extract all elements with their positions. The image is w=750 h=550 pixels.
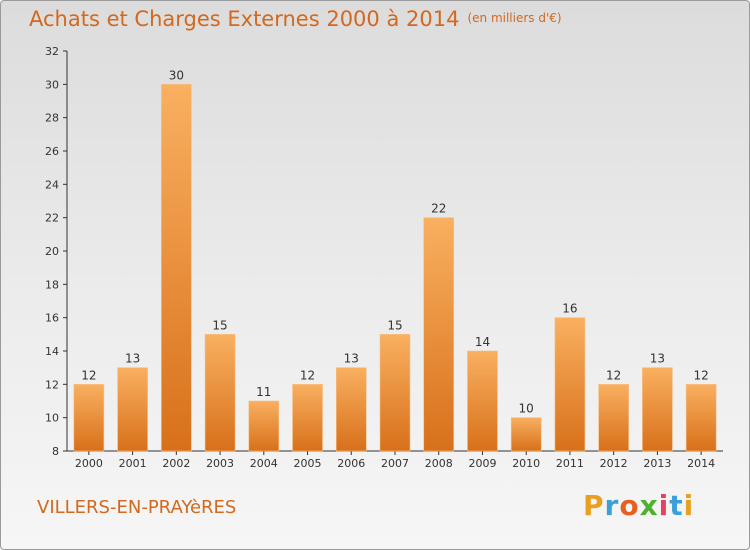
logo-letter: o: [619, 489, 640, 522]
data-label: 30: [169, 68, 184, 82]
logo-letter: i: [658, 489, 670, 522]
data-label: 13: [650, 352, 665, 366]
x-tick-label: 2002: [162, 457, 190, 470]
bar: [379, 334, 411, 452]
x-tick-label: 2000: [75, 457, 103, 470]
y-tick-label: 16: [45, 312, 59, 325]
bar: [598, 384, 629, 452]
y-tick-label: 10: [45, 412, 59, 425]
logo-letter: P: [583, 489, 605, 522]
y-tick-label: 32: [45, 45, 59, 58]
y-tick-label: 26: [45, 145, 59, 158]
data-label: 11: [256, 385, 271, 399]
y-tick-label: 22: [45, 212, 59, 225]
bar: [73, 384, 105, 452]
bar: [554, 317, 586, 452]
bar: [292, 384, 323, 452]
y-tick-label: 20: [45, 245, 59, 258]
data-label: 12: [693, 368, 708, 382]
bar: [467, 350, 498, 452]
y-tick-label: 28: [45, 112, 59, 125]
y-tick-label: 8: [52, 445, 59, 458]
location-name: VILLERS-EN-PRAYèRES: [37, 497, 237, 518]
bar: [685, 384, 717, 452]
bar: [117, 367, 148, 452]
x-tick-label: 2008: [425, 457, 453, 470]
bar: [423, 217, 455, 452]
chart-unit: (en milliers d'€): [467, 11, 562, 25]
y-tick-label: 18: [45, 278, 59, 291]
axes: 8 10 12 14 16 18 20 22 24 26 28 30 32 2000 2001 2002 200…: [45, 45, 723, 470]
data-label: 12: [300, 368, 315, 382]
x-tick-label: 2003: [206, 457, 234, 470]
data-label: 12: [606, 368, 621, 382]
x-tick-label: 2006: [337, 457, 365, 470]
bar: [642, 367, 673, 452]
x-tick-label: 2011: [556, 457, 584, 470]
x-tick-label: 2005: [294, 457, 322, 470]
data-label: 12: [81, 368, 96, 382]
y-tick-label: 14: [45, 345, 59, 358]
data-label: 15: [387, 318, 402, 332]
chart-title: Achats et Charges Externes 2000 à 2014 (e…: [29, 7, 562, 31]
chart-title-text: Achats et Charges Externes 2000 à 2014: [29, 7, 460, 31]
bars: [73, 84, 717, 452]
logo-letter: t: [669, 489, 684, 522]
data-label: 13: [344, 352, 359, 366]
y-tick-label: 24: [45, 178, 59, 191]
x-tick-label: 2014: [687, 457, 715, 470]
x-tick-label: 2009: [468, 457, 496, 470]
bar: [248, 400, 280, 452]
data-label: 15: [212, 318, 227, 332]
data-label: 22: [431, 202, 446, 216]
x-tick-label: 2013: [643, 457, 671, 470]
data-label: 14: [475, 335, 490, 349]
bar: [510, 417, 542, 452]
data-label: 10: [519, 402, 534, 416]
labels: 12 13 30 15 11 12 13 15 22 14 10 16 12 13 12: [81, 68, 709, 415]
bar: [335, 367, 367, 452]
x-tick-label: 2004: [250, 457, 278, 470]
y-tick-label: 30: [45, 78, 59, 91]
bar: [204, 334, 236, 452]
bar: [161, 84, 192, 452]
x-tick-label: 2012: [600, 457, 628, 470]
data-label: 16: [562, 302, 577, 316]
x-tick-label: 2010: [512, 457, 540, 470]
x-tick-label: 2001: [119, 457, 147, 470]
x-tick-label: 2007: [381, 457, 409, 470]
logo-letter: i: [683, 489, 695, 522]
logo-letter: x: [639, 489, 659, 522]
proxiti-logo: Proxiti: [583, 489, 694, 522]
data-label: 13: [125, 352, 140, 366]
y-tick-label: 12: [45, 378, 59, 391]
logo-letter: r: [604, 489, 620, 522]
